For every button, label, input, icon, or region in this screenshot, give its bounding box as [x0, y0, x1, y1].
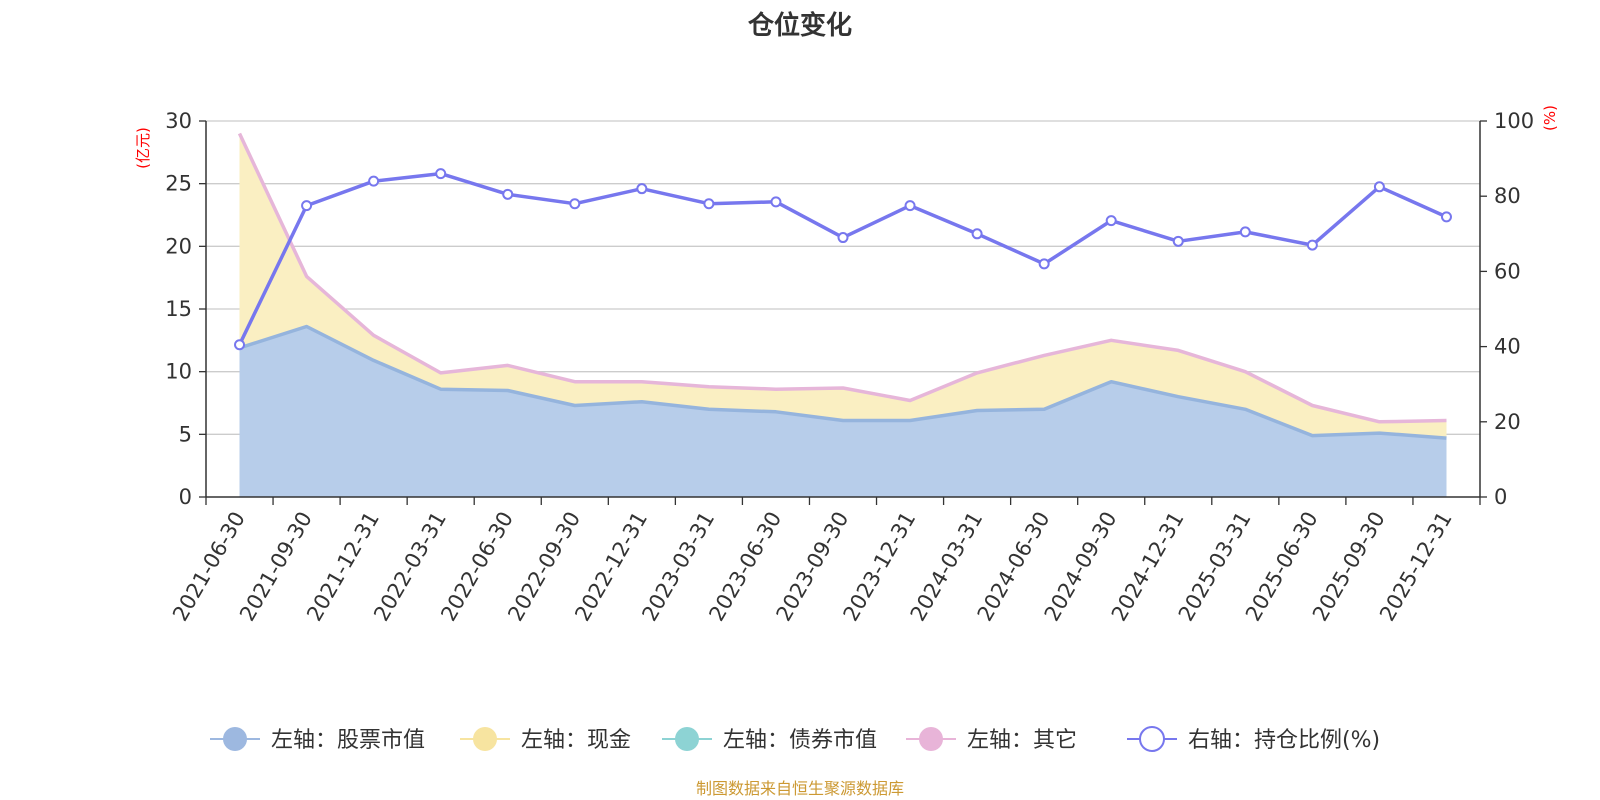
left-axis-tick-label: 20 — [165, 234, 192, 258]
ratio-line-layer — [234, 168, 1452, 351]
ratio-point — [569, 198, 581, 210]
legend-marker-circle — [223, 727, 247, 751]
ratio-point — [770, 196, 782, 208]
legend-marker-circle — [675, 727, 699, 751]
ratio-point — [971, 228, 983, 240]
ratio-point — [1105, 215, 1117, 227]
ratio-point — [1440, 211, 1452, 223]
stacked-areas — [237, 132, 1447, 497]
left-axis-tick-label: 5 — [179, 422, 192, 446]
right-axis-tick-label: 40 — [1494, 335, 1521, 359]
legend: 左轴：股票市值 左轴：现金 左轴：债券市值 左轴：其它 右轴：持仓比例(%) — [210, 726, 1380, 753]
legend-marker-circle — [919, 727, 943, 751]
source-note: 制图数据来自恒生聚源数据库 — [696, 779, 904, 798]
left-axis-tick-label: 30 — [165, 109, 192, 133]
legend-label: 左轴：现金 — [521, 728, 631, 753]
right-axis-tick-label: 100 — [1494, 109, 1534, 133]
right-axis-tick-label: 20 — [1494, 410, 1521, 434]
right-axis-unit: (%) — [1541, 105, 1559, 131]
ratio-point — [1373, 181, 1385, 193]
x-axis-tick-label: 2025-12-31 — [1375, 508, 1457, 626]
ratio-line — [237, 171, 1448, 346]
ratio-point — [1306, 239, 1318, 251]
ratio-point — [636, 183, 648, 195]
legend-marker-circle — [1139, 726, 1165, 752]
left-axis-tick-label: 25 — [165, 172, 192, 196]
legend-label: 左轴：股票市值 — [271, 728, 425, 753]
ratio-point — [1172, 235, 1184, 247]
right-axis-tick-label: 0 — [1494, 485, 1507, 509]
ratio-point — [234, 339, 246, 351]
other-top-line — [237, 132, 1447, 424]
legend-label: 左轴：其它 — [967, 728, 1077, 753]
cash-area — [239, 133, 1447, 439]
ratio-point — [435, 168, 447, 180]
ratio-point — [837, 232, 849, 244]
left-axis-tick-label: 0 — [179, 485, 192, 509]
legend-label: 左轴：债券市值 — [723, 728, 877, 753]
ratio-point — [1239, 226, 1251, 238]
right-axis-tick-label: 60 — [1494, 259, 1521, 283]
left-axis-tick-label: 15 — [165, 297, 192, 321]
ratio-point — [502, 188, 514, 200]
stock-area — [239, 326, 1447, 497]
legend-marker-circle — [473, 727, 497, 751]
ratio-point — [301, 200, 313, 212]
chart-title: 仓位变化 — [747, 10, 852, 41]
right-axis-tick-label: 80 — [1494, 184, 1521, 208]
ratio-point — [904, 200, 916, 212]
ratio-point — [703, 198, 715, 210]
legend-label: 右轴：持仓比例(%) — [1188, 728, 1380, 753]
ratio-point — [1038, 258, 1050, 270]
left-axis-unit: (亿元) — [134, 127, 152, 169]
ratio-point — [368, 175, 380, 187]
left-axis-tick-label: 10 — [165, 360, 192, 384]
stock-top-line — [238, 324, 1447, 440]
